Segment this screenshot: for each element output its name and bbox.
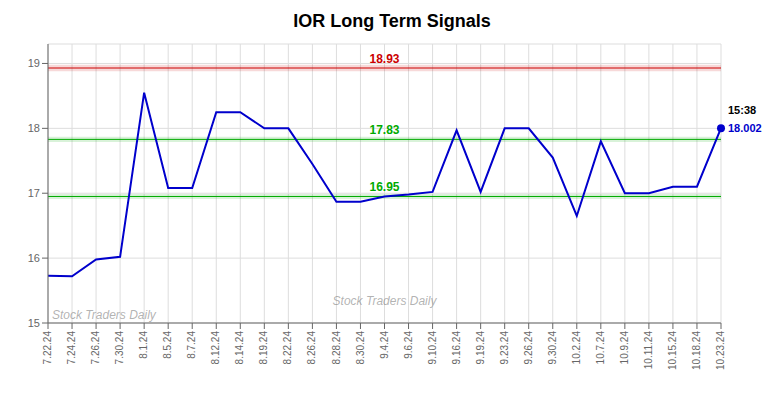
svg-text:9.26.24: 9.26.24 — [523, 331, 534, 365]
svg-text:8.5.24: 8.5.24 — [162, 331, 173, 359]
svg-text:9.30.24: 9.30.24 — [547, 331, 558, 365]
svg-text:8.22.24: 8.22.24 — [282, 331, 293, 365]
svg-text:10.11.24: 10.11.24 — [643, 331, 654, 370]
svg-text:18: 18 — [28, 122, 40, 134]
svg-text:10.15.24: 10.15.24 — [667, 331, 678, 370]
svg-text:Stock Traders Daily: Stock Traders Daily — [333, 294, 438, 308]
svg-text:8.1.24: 8.1.24 — [138, 331, 149, 359]
svg-text:10.23.24: 10.23.24 — [715, 331, 726, 370]
svg-text:7.30.24: 7.30.24 — [114, 331, 125, 365]
svg-text:10.9.24: 10.9.24 — [619, 331, 630, 365]
svg-text:Stock Traders Daily: Stock Traders Daily — [52, 308, 157, 322]
svg-text:15: 15 — [28, 317, 40, 329]
svg-text:8.12.24: 8.12.24 — [210, 331, 221, 365]
svg-text:19: 19 — [28, 57, 40, 69]
svg-text:10.7.24: 10.7.24 — [595, 331, 606, 365]
svg-text:7.22.24: 7.22.24 — [42, 331, 53, 365]
svg-text:9.10.24: 9.10.24 — [427, 331, 438, 365]
svg-text:8.7.24: 8.7.24 — [186, 331, 197, 359]
svg-text:17: 17 — [28, 187, 40, 199]
svg-text:18.93: 18.93 — [369, 52, 399, 66]
svg-text:7.26.24: 7.26.24 — [90, 331, 101, 365]
svg-text:8.14.24: 8.14.24 — [234, 331, 245, 365]
svg-text:8.19.24: 8.19.24 — [258, 331, 269, 365]
svg-text:16: 16 — [28, 252, 40, 264]
svg-text:15:38: 15:38 — [728, 104, 756, 116]
svg-text:16.95: 16.95 — [369, 180, 399, 194]
svg-text:8.28.24: 8.28.24 — [331, 331, 342, 365]
svg-text:8.30.24: 8.30.24 — [355, 331, 366, 365]
svg-text:9.23.24: 9.23.24 — [499, 331, 510, 365]
svg-text:9.16.24: 9.16.24 — [451, 331, 462, 365]
html-text:IOR Long Term Signals: IOR Long Term Signals — [293, 11, 491, 31]
svg-text:10.2.24: 10.2.24 — [571, 331, 582, 365]
svg-text:8.26.24: 8.26.24 — [306, 331, 317, 365]
svg-text:7.24.24: 7.24.24 — [66, 331, 77, 365]
svg-text:9.6.24: 9.6.24 — [403, 331, 414, 359]
svg-text:9.19.24: 9.19.24 — [475, 331, 486, 365]
svg-text:10.18.24: 10.18.24 — [691, 331, 702, 370]
svg-text:9.4.24: 9.4.24 — [379, 331, 390, 359]
svg-text:18.002: 18.002 — [728, 122, 762, 134]
svg-text:17.83: 17.83 — [369, 123, 399, 137]
